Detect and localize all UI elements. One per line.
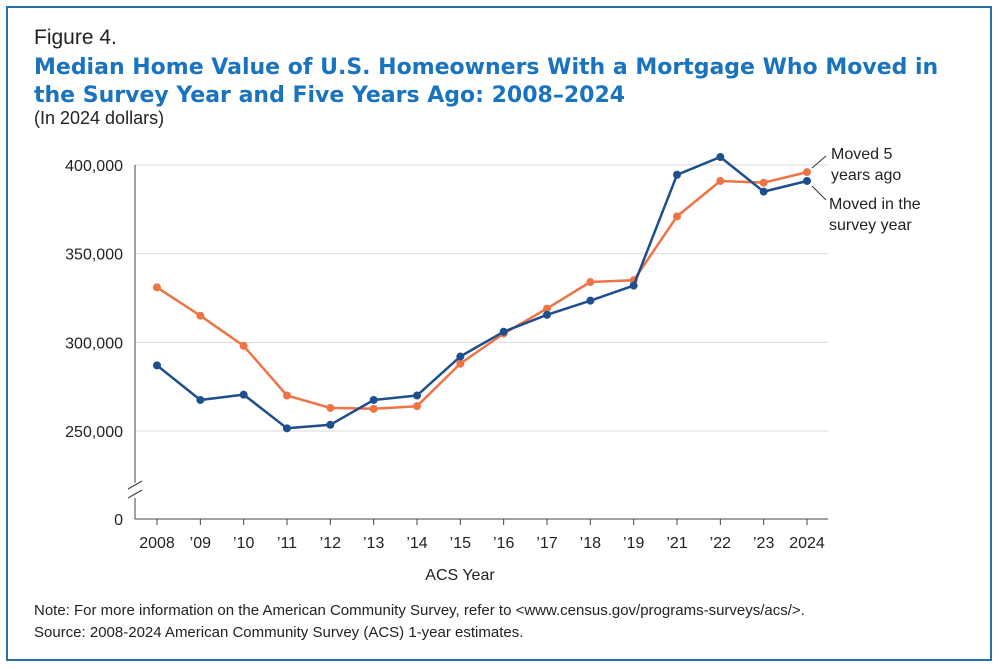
- y-tick-label: 400,000: [65, 158, 123, 175]
- x-tick-label: ’10: [233, 535, 254, 552]
- x-tick-label: ’19: [623, 535, 644, 552]
- x-tick-label: 2024: [789, 535, 825, 552]
- x-tick-label: ’11: [277, 535, 297, 552]
- data-point-moved-in-the-survey-year: [759, 187, 768, 196]
- data-point-moved-in-the-survey-year: [239, 390, 248, 399]
- data-point-moved-5-years-ago: [326, 403, 335, 412]
- labels: ACS Year Moved 5 years ago Moved in the surv…: [425, 146, 920, 584]
- series-label-moved-5-years-ago: Moved 5 years ago: [831, 146, 901, 184]
- data-point-moved-5-years-ago: [369, 404, 378, 413]
- y-tick-label: 300,000: [65, 335, 123, 352]
- data-point-moved-5-years-ago: [673, 212, 681, 221]
- y-tick-label: 0: [114, 512, 123, 529]
- axis-break-mark: [127, 489, 143, 499]
- data-point-moved-in-the-survey-year: [716, 153, 725, 162]
- y-tick-label: 250,000: [65, 424, 123, 441]
- data-point-moved-5-years-ago: [759, 178, 768, 187]
- y-tick-label: 350,000: [65, 247, 123, 264]
- data-point-moved-in-the-survey-year: [673, 170, 681, 179]
- axes: 0 250,000 300,000 350,000 400,000 2008 ’09 ’10 ’…: [65, 158, 828, 552]
- series-label-moved-in-the-survey-year: Moved in the survey year: [829, 196, 921, 234]
- x-tick-label: ’16: [493, 535, 514, 552]
- data-point-moved-5-years-ago: [413, 402, 421, 411]
- chart-title: Median Home Value of U.S. Homeowners Wit…: [34, 55, 939, 108]
- x-tick-label: ’13: [363, 535, 384, 552]
- data-point-moved-5-years-ago: [716, 176, 725, 185]
- x-tick-label: ’21: [666, 535, 687, 552]
- axis-break-mark: [127, 480, 143, 490]
- source-text: Source: 2008-2024 American Community Sur…: [34, 624, 524, 641]
- leader-line-moved-5-years-ago: [811, 155, 827, 169]
- data-point-moved-in-the-survey-year: [283, 424, 291, 433]
- x-axis-title: ACS Year: [425, 567, 495, 584]
- x-tick-label: ’18: [580, 535, 601, 552]
- series-line-moved-5-years-ago: [156, 170, 808, 411]
- notes: Note: For more information on the Americ…: [34, 600, 805, 644]
- data-point-moved-5-years-ago: [586, 278, 595, 287]
- data-point-moved-in-the-survey-year: [196, 395, 205, 404]
- data-point-moved-5-years-ago: [543, 304, 551, 313]
- series-line-moved-in-the-survey-year: [156, 155, 808, 430]
- data-point-moved-5-years-ago: [196, 311, 205, 320]
- note-text: Note: For more information on the Americ…: [34, 602, 805, 619]
- data-point-moved-in-the-survey-year: [586, 296, 595, 305]
- data-point-moved-5-years-ago: [456, 359, 465, 368]
- data-point-moved-5-years-ago: [283, 391, 291, 400]
- leader-line-moved-in-the-survey-year: [811, 185, 827, 201]
- data-point-moved-5-years-ago: [239, 341, 248, 350]
- data-point-moved-in-the-survey-year: [413, 391, 421, 400]
- x-tick-label: ’22: [710, 535, 731, 552]
- figure-label: Figure 4.: [34, 26, 117, 49]
- data-point-moved-5-years-ago: [803, 168, 811, 177]
- data-point-moved-in-the-survey-year: [629, 281, 638, 290]
- x-tick-label: ’14: [406, 535, 427, 552]
- x-tick-label: ’15: [450, 535, 471, 552]
- gridlines: [135, 164, 828, 432]
- x-tick-label: 2008: [139, 535, 175, 552]
- data-point-moved-in-the-survey-year: [153, 361, 161, 370]
- data-point-moved-in-the-survey-year: [326, 420, 335, 429]
- data-point-moved-5-years-ago: [153, 283, 161, 292]
- x-tick-label: ’09: [190, 535, 211, 552]
- chart-subtitle: (In 2024 dollars): [34, 108, 165, 128]
- x-tick-label: ’12: [320, 535, 341, 552]
- series: [153, 153, 811, 433]
- data-point-moved-in-the-survey-year: [369, 395, 378, 404]
- x-tick-label: ’23: [753, 535, 774, 552]
- data-point-moved-in-the-survey-year: [499, 327, 508, 336]
- data-point-moved-in-the-survey-year: [456, 352, 465, 361]
- x-tick-label: ’17: [536, 535, 557, 552]
- data-point-moved-in-the-survey-year: [543, 310, 551, 319]
- data-point-moved-in-the-survey-year: [803, 176, 811, 185]
